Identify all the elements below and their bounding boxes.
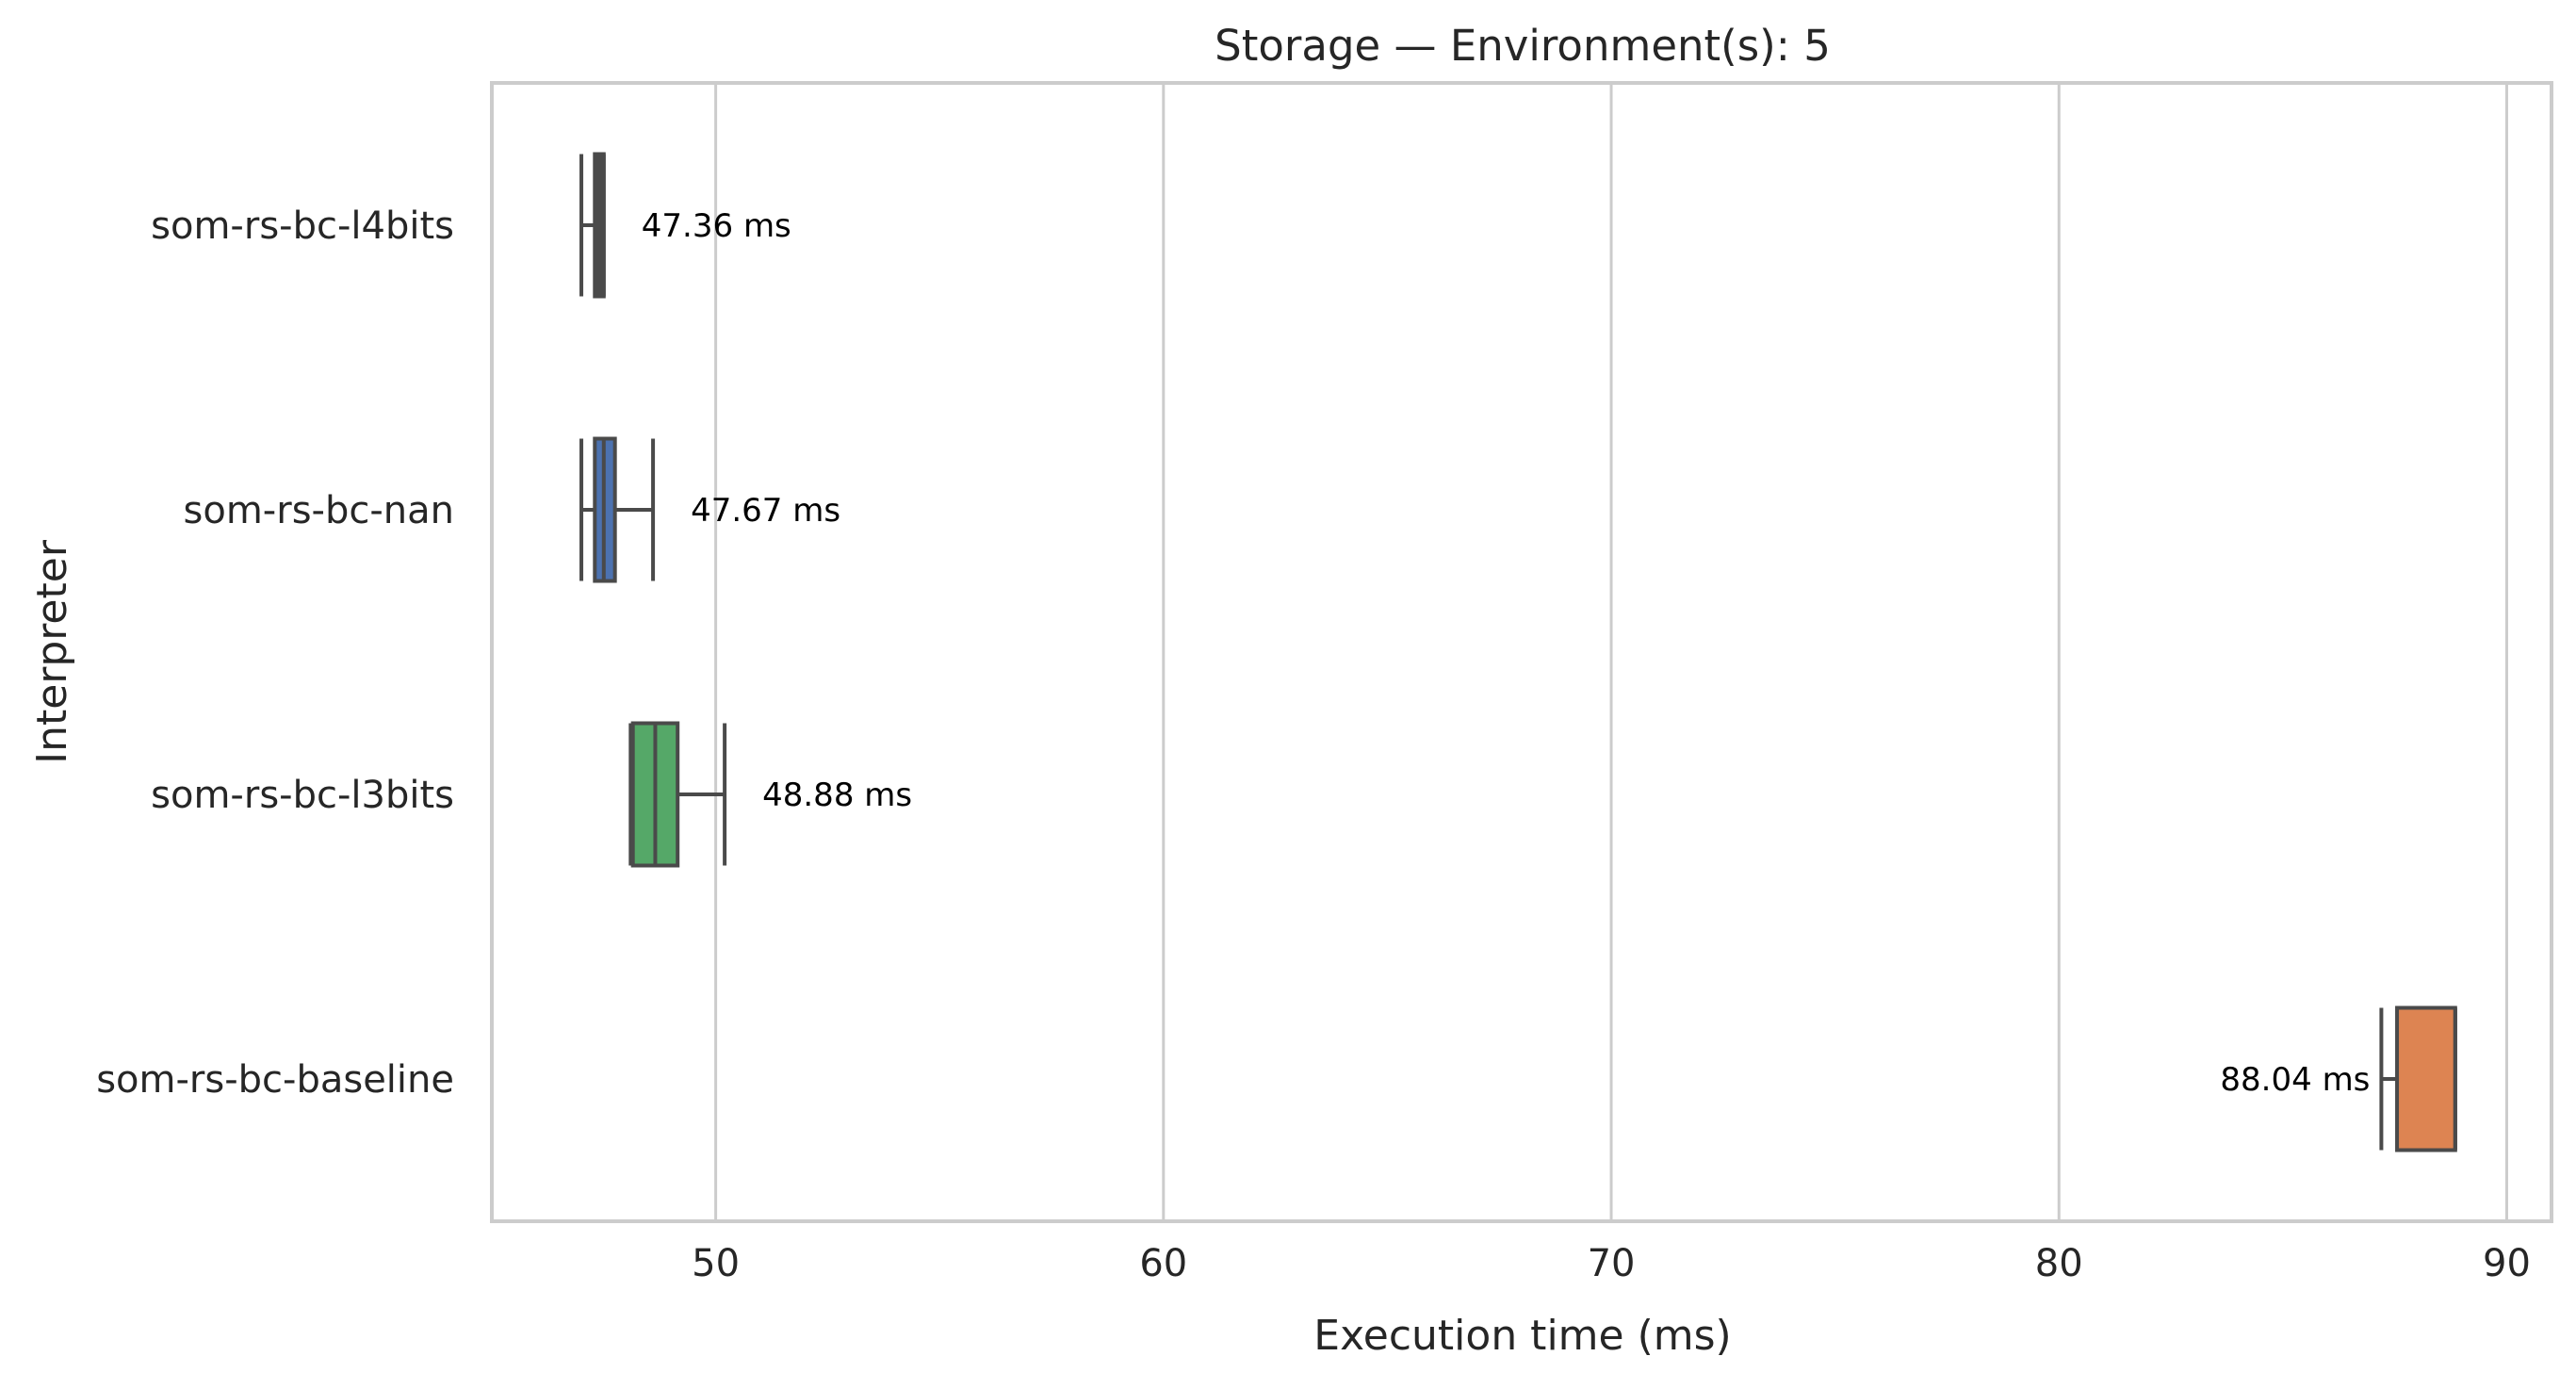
x-tick-label: 50 — [692, 1242, 740, 1285]
box-group: 47.67 ms — [579, 436, 840, 583]
median-value-label: 47.36 ms — [642, 207, 791, 245]
y-category-label: som-rs-bc-nan — [184, 489, 454, 532]
y-axis-label: Interpreter — [28, 539, 76, 764]
chart-title: Storage — Environment(s): 5 — [1215, 21, 1831, 71]
box-iqr — [593, 152, 606, 299]
x-tick-label: 90 — [2483, 1242, 2531, 1285]
grid-lines — [714, 83, 2508, 1221]
box-marks: 47.36 ms 47.67 ms 48.88 ms 88.04 ms — [579, 152, 2457, 1152]
x-tick-labels: 50 60 70 80 90 — [692, 1242, 2531, 1285]
y-category-label: som-rs-bc-l3bits — [151, 774, 454, 817]
median-value-label: 88.04 ms — [2220, 1061, 2370, 1099]
y-category-label: som-rs-bc-l4bits — [151, 204, 454, 248]
category-labels: som-rs-bc-l4bits som-rs-bc-nan som-rs-bc-l… — [96, 204, 454, 1102]
x-axis-label: Execution time (ms) — [1313, 1312, 1731, 1360]
median-value-label: 48.88 ms — [762, 776, 912, 814]
box-group: 88.04 ms — [2220, 1005, 2457, 1152]
x-tick-label: 60 — [1139, 1242, 1187, 1285]
x-tick-label: 80 — [2035, 1242, 2083, 1285]
y-category-label: som-rs-bc-baseline — [96, 1058, 454, 1102]
x-tick-label: 70 — [1588, 1242, 1636, 1285]
box-iqr — [2395, 1005, 2457, 1152]
plot-frame — [490, 81, 2553, 1223]
median-value-label: 47.67 ms — [691, 492, 840, 530]
box-group: 48.88 ms — [628, 721, 912, 868]
box-group: 47.36 ms — [579, 152, 791, 299]
